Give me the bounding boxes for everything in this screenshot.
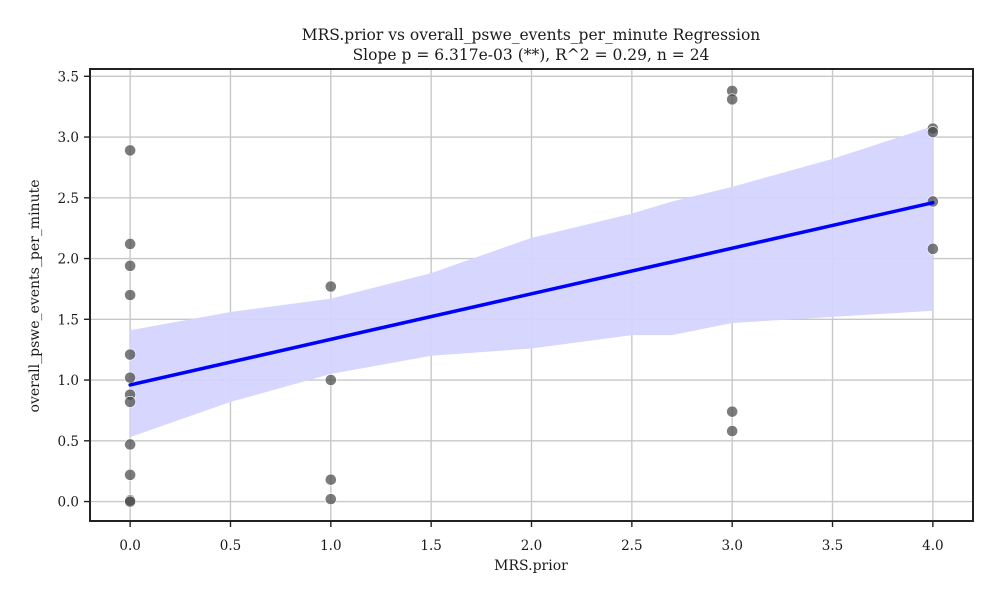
data-point: [124, 289, 137, 301]
x-axis-label: MRS.prior: [494, 558, 568, 574]
data-point: [124, 259, 137, 272]
data-point: [726, 405, 739, 418]
x-tick-label: 1.0: [320, 538, 341, 554]
y-tick-label: 0.0: [58, 495, 79, 511]
x-tick-label: 3.5: [822, 538, 843, 554]
data-point: [124, 144, 137, 157]
data-point: [324, 473, 337, 486]
regression-line: [128, 200, 935, 387]
y-tick-label: 1.5: [58, 312, 79, 328]
y-tick-label: 2.0: [58, 252, 79, 268]
y-tick-label: 2.5: [58, 191, 79, 207]
data-point: [726, 93, 739, 106]
x-tick-label: 3.0: [721, 538, 742, 554]
x-axis-ticks: 0.0 0.5 1.0 1.5 2.0 2.5 3.0 3.5 4.0: [119, 521, 944, 554]
data-point: [124, 348, 137, 361]
x-tick-label: 1.5: [420, 538, 441, 554]
data-point: [124, 396, 137, 408]
y-tick-label: 1.0: [58, 373, 79, 389]
x-tick-label: 4.0: [922, 538, 943, 554]
data-point: [726, 425, 739, 437]
data-point: [324, 493, 337, 506]
x-tick-label: 0.0: [119, 538, 140, 554]
y-tick-label: 3.0: [58, 130, 79, 146]
data-point: [926, 126, 939, 139]
data-point: [124, 495, 137, 508]
data-point: [324, 280, 337, 293]
y-tick-label: 3.5: [58, 69, 79, 85]
x-tick-label: 0.5: [220, 538, 241, 554]
chart-subtitle: Slope p = 6.317e-03 (**), R^2 = 0.29, n …: [353, 46, 710, 64]
confidence-band: [130, 126, 933, 438]
data-point: [926, 242, 939, 255]
data-point: [324, 374, 337, 386]
x-tick-label: 2.5: [621, 538, 642, 554]
chart-title: MRS.prior vs overall_pswe_events_per_min…: [302, 26, 761, 44]
data-point: [124, 371, 137, 384]
y-axis-ticks: 0.0 0.5 1.0 1.5 2.0 2.5 3.0 3.5: [58, 69, 90, 511]
data-point: [124, 438, 137, 451]
y-axis-label: overall_pswe_events_per_minute: [27, 180, 43, 413]
y-tick-label: 0.5: [58, 434, 79, 450]
x-tick-label: 2.0: [521, 538, 542, 554]
data-point: [124, 238, 137, 250]
data-point: [124, 468, 137, 481]
